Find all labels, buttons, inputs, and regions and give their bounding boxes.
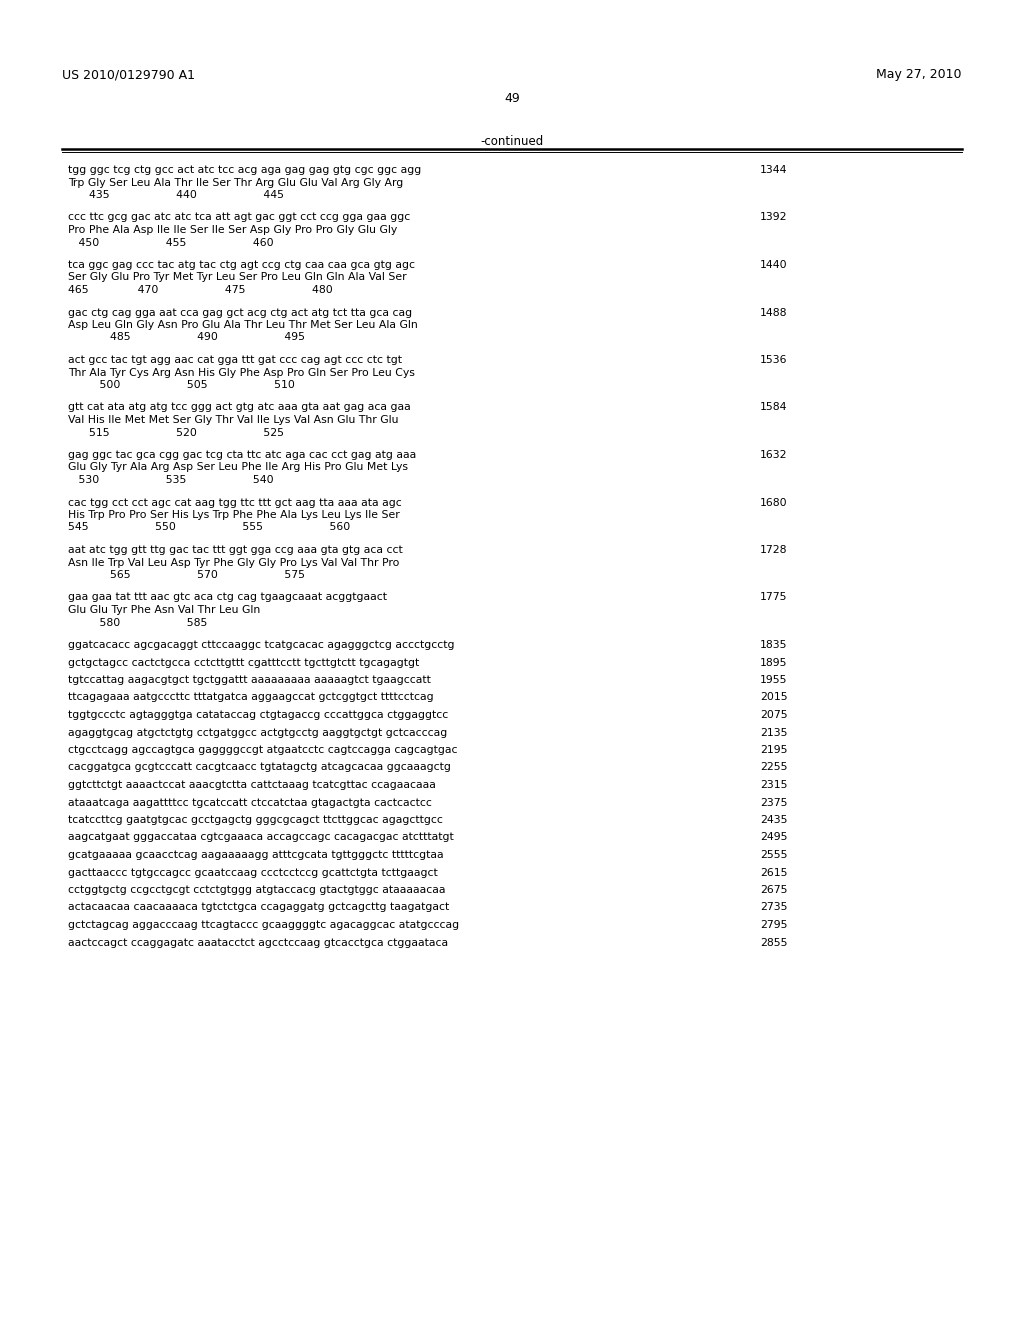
Text: 2555: 2555 (760, 850, 787, 861)
Text: Ser Gly Glu Pro Tyr Met Tyr Leu Ser Pro Leu Gln Gln Ala Val Ser: Ser Gly Glu Pro Tyr Met Tyr Leu Ser Pro … (68, 272, 407, 282)
Text: aat atc tgg gtt ttg gac tac ttt ggt gga ccg aaa gta gtg aca cct: aat atc tgg gtt ttg gac tac ttt ggt gga … (68, 545, 402, 554)
Text: 1775: 1775 (760, 593, 787, 602)
Text: -continued: -continued (480, 135, 544, 148)
Text: tca ggc gag ccc tac atg tac ctg agt ccg ctg caa caa gca gtg agc: tca ggc gag ccc tac atg tac ctg agt ccg … (68, 260, 415, 271)
Text: gctctagcag aggacccaag ttcagtaccc gcaaggggtc agacaggcac atatgcccag: gctctagcag aggacccaag ttcagtaccc gcaaggg… (68, 920, 459, 931)
Text: Asp Leu Gln Gly Asn Pro Glu Ala Thr Leu Thr Met Ser Leu Ala Gln: Asp Leu Gln Gly Asn Pro Glu Ala Thr Leu … (68, 319, 418, 330)
Text: 2075: 2075 (760, 710, 787, 719)
Text: 1680: 1680 (760, 498, 787, 507)
Text: 2015: 2015 (760, 693, 787, 702)
Text: 2855: 2855 (760, 937, 787, 948)
Text: 2795: 2795 (760, 920, 787, 931)
Text: 1488: 1488 (760, 308, 787, 318)
Text: 580                   585: 580 585 (68, 618, 208, 627)
Text: 2375: 2375 (760, 797, 787, 808)
Text: cac tgg cct cct agc cat aag tgg ttc ttt gct aag tta aaa ata agc: cac tgg cct cct agc cat aag tgg ttc ttt … (68, 498, 401, 507)
Text: tcatccttcg gaatgtgcac gcctgagctg gggcgcagct ttcttggcac agagcttgcc: tcatccttcg gaatgtgcac gcctgagctg gggcgca… (68, 814, 442, 825)
Text: May 27, 2010: May 27, 2010 (877, 69, 962, 81)
Text: actacaacaa caacaaaaca tgtctctgca ccagaggatg gctcagcttg taagatgact: actacaacaa caacaaaaca tgtctctgca ccagagg… (68, 903, 450, 912)
Text: 465              470                   475                   480: 465 470 475 480 (68, 285, 333, 294)
Text: cctggtgctg ccgcctgcgt cctctgtggg atgtaccacg gtactgtggc ataaaaacaa: cctggtgctg ccgcctgcgt cctctgtggg atgtacc… (68, 884, 445, 895)
Text: 2615: 2615 (760, 867, 787, 878)
Text: cacggatgca gcgtcccatt cacgtcaacc tgtatagctg atcagcacaa ggcaaagctg: cacggatgca gcgtcccatt cacgtcaacc tgtatag… (68, 763, 451, 772)
Text: 1536: 1536 (760, 355, 787, 366)
Text: tgg ggc tcg ctg gcc act atc tcc acg aga gag gag gtg cgc ggc agg: tgg ggc tcg ctg gcc act atc tcc acg aga … (68, 165, 421, 176)
Text: 545                   550                   555                   560: 545 550 555 560 (68, 523, 350, 532)
Text: ataaatcaga aagattttcc tgcatccatt ctccatctaa gtagactgta cactcactcc: ataaatcaga aagattttcc tgcatccatt ctccatc… (68, 797, 432, 808)
Text: 485                   490                   495: 485 490 495 (68, 333, 305, 342)
Text: 2495: 2495 (760, 833, 787, 842)
Text: Glu Gly Tyr Ala Arg Asp Ser Leu Phe Ile Arg His Pro Glu Met Lys: Glu Gly Tyr Ala Arg Asp Ser Leu Phe Ile … (68, 462, 408, 473)
Text: gcatgaaaaa gcaacctcag aagaaaaagg atttcgcata tgttgggctc tttttcgtaa: gcatgaaaaa gcaacctcag aagaaaaagg atttcgc… (68, 850, 443, 861)
Text: ccc ttc gcg gac atc atc tca att agt gac ggt cct ccg gga gaa ggc: ccc ttc gcg gac atc atc tca att agt gac … (68, 213, 411, 223)
Text: 1344: 1344 (760, 165, 787, 176)
Text: gctgctagcc cactctgcca cctcttgttt cgatttcctt tgcttgtctt tgcagagtgt: gctgctagcc cactctgcca cctcttgttt cgatttc… (68, 657, 419, 668)
Text: His Trp Pro Pro Ser His Lys Trp Phe Phe Ala Lys Leu Lys Ile Ser: His Trp Pro Pro Ser His Lys Trp Phe Phe … (68, 510, 399, 520)
Text: 1440: 1440 (760, 260, 787, 271)
Text: gaa gaa tat ttt aac gtc aca ctg cag tgaagcaaat acggtgaact: gaa gaa tat ttt aac gtc aca ctg cag tgaa… (68, 593, 387, 602)
Text: Val His Ile Met Met Ser Gly Thr Val Ile Lys Val Asn Glu Thr Glu: Val His Ile Met Met Ser Gly Thr Val Ile … (68, 414, 398, 425)
Text: 515                   520                   525: 515 520 525 (68, 428, 284, 437)
Text: gag ggc tac gca cgg gac tcg cta ttc atc aga cac cct gag atg aaa: gag ggc tac gca cgg gac tcg cta ttc atc … (68, 450, 416, 459)
Text: US 2010/0129790 A1: US 2010/0129790 A1 (62, 69, 195, 81)
Text: aactccagct ccaggagatc aaatacctct agcctccaag gtcacctgca ctggaataca: aactccagct ccaggagatc aaatacctct agcctcc… (68, 937, 449, 948)
Text: tgtccattag aagacgtgct tgctggattt aaaaaaaaa aaaaagtct tgaagccatt: tgtccattag aagacgtgct tgctggattt aaaaaaa… (68, 675, 431, 685)
Text: Thr Ala Tyr Cys Arg Asn His Gly Phe Asp Pro Gln Ser Pro Leu Cys: Thr Ala Tyr Cys Arg Asn His Gly Phe Asp … (68, 367, 415, 378)
Text: Trp Gly Ser Leu Ala Thr Ile Ser Thr Arg Glu Glu Val Arg Gly Arg: Trp Gly Ser Leu Ala Thr Ile Ser Thr Arg … (68, 177, 403, 187)
Text: 1895: 1895 (760, 657, 787, 668)
Text: 2675: 2675 (760, 884, 787, 895)
Text: gacttaaccc tgtgccagcc gcaatccaag ccctcctccg gcattctgta tcttgaagct: gacttaaccc tgtgccagcc gcaatccaag ccctcct… (68, 867, 437, 878)
Text: 2255: 2255 (760, 763, 787, 772)
Text: ttcagagaaa aatgcccttc tttatgatca aggaagccat gctcggtgct ttttcctcag: ttcagagaaa aatgcccttc tttatgatca aggaagc… (68, 693, 433, 702)
Text: 49: 49 (504, 92, 520, 106)
Text: Pro Phe Ala Asp Ile Ile Ser Ile Ser Asp Gly Pro Pro Gly Glu Gly: Pro Phe Ala Asp Ile Ile Ser Ile Ser Asp … (68, 224, 397, 235)
Text: 1728: 1728 (760, 545, 787, 554)
Text: agaggtgcag atgctctgtg cctgatggcc actgtgcctg aaggtgctgt gctcacccag: agaggtgcag atgctctgtg cctgatggcc actgtgc… (68, 727, 447, 738)
Text: 2735: 2735 (760, 903, 787, 912)
Text: 2135: 2135 (760, 727, 787, 738)
Text: Asn Ile Trp Val Leu Asp Tyr Phe Gly Gly Pro Lys Val Val Thr Pro: Asn Ile Trp Val Leu Asp Tyr Phe Gly Gly … (68, 557, 399, 568)
Text: 1835: 1835 (760, 640, 787, 649)
Text: 1632: 1632 (760, 450, 787, 459)
Text: aagcatgaat gggaccataa cgtcgaaaca accagccagc cacagacgac atctttatgt: aagcatgaat gggaccataa cgtcgaaaca accagcc… (68, 833, 454, 842)
Text: 530                   535                   540: 530 535 540 (68, 475, 273, 484)
Text: tggtgccctc agtagggtga catataccag ctgtagaccg cccattggca ctggaggtcc: tggtgccctc agtagggtga catataccag ctgtaga… (68, 710, 449, 719)
Text: 1584: 1584 (760, 403, 787, 412)
Text: gac ctg cag gga aat cca gag gct acg ctg act atg tct tta gca cag: gac ctg cag gga aat cca gag gct acg ctg … (68, 308, 412, 318)
Text: 500                   505                   510: 500 505 510 (68, 380, 295, 389)
Text: 435                   440                   445: 435 440 445 (68, 190, 284, 201)
Text: 2315: 2315 (760, 780, 787, 789)
Text: gtt cat ata atg atg tcc ggg act gtg atc aaa gta aat gag aca gaa: gtt cat ata atg atg tcc ggg act gtg atc … (68, 403, 411, 412)
Text: ggtcttctgt aaaactccat aaacgtctta cattctaaag tcatcgttac ccagaacaaa: ggtcttctgt aaaactccat aaacgtctta cattcta… (68, 780, 436, 789)
Text: 2195: 2195 (760, 744, 787, 755)
Text: Glu Glu Tyr Phe Asn Val Thr Leu Gln: Glu Glu Tyr Phe Asn Val Thr Leu Gln (68, 605, 260, 615)
Text: 2435: 2435 (760, 814, 787, 825)
Text: ggatcacacc agcgacaggt cttccaaggc tcatgcacac agagggctcg accctgcctg: ggatcacacc agcgacaggt cttccaaggc tcatgca… (68, 640, 455, 649)
Text: ctgcctcagg agccagtgca gaggggccgt atgaatcctc cagtccagga cagcagtgac: ctgcctcagg agccagtgca gaggggccgt atgaatc… (68, 744, 458, 755)
Text: 450                   455                   460: 450 455 460 (68, 238, 273, 248)
Text: 1955: 1955 (760, 675, 787, 685)
Text: 565                   570                   575: 565 570 575 (68, 570, 305, 579)
Text: 1392: 1392 (760, 213, 787, 223)
Text: act gcc tac tgt agg aac cat gga ttt gat ccc cag agt ccc ctc tgt: act gcc tac tgt agg aac cat gga ttt gat … (68, 355, 402, 366)
